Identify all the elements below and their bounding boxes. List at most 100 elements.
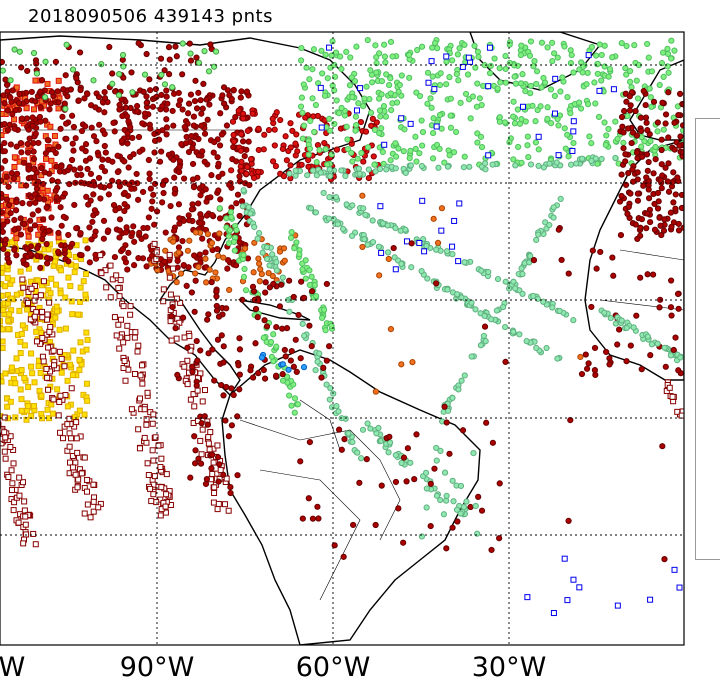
observation-marker (198, 420, 205, 427)
observation-marker (496, 480, 503, 487)
observation-marker (449, 251, 456, 258)
observation-marker (153, 93, 160, 100)
observation-marker (157, 512, 164, 519)
observation-marker (343, 48, 350, 55)
observation-marker (214, 336, 222, 343)
observation-marker (577, 105, 585, 112)
observation-marker (213, 293, 220, 300)
observation-marker (132, 329, 139, 336)
observation-marker (146, 87, 154, 94)
observation-marker (395, 88, 402, 95)
observation-marker (456, 45, 463, 52)
observation-marker (145, 214, 152, 221)
observation-marker (0, 111, 5, 118)
observation-marker (148, 205, 155, 212)
observation-marker (240, 251, 247, 259)
observation-marker (628, 139, 635, 147)
observation-marker (628, 84, 635, 91)
observation-marker (56, 348, 63, 355)
observation-marker (65, 274, 72, 281)
observation-marker (372, 521, 379, 529)
observation-marker (216, 205, 223, 212)
observation-marker (633, 312, 640, 319)
observation-marker (279, 145, 287, 153)
observation-marker (265, 126, 273, 134)
observation-marker (373, 54, 380, 61)
observation-marker (18, 182, 25, 189)
observation-marker (443, 81, 450, 88)
observation-marker (419, 129, 427, 136)
observation-marker (471, 42, 478, 49)
observation-marker (474, 139, 481, 146)
observation-marker (83, 488, 90, 495)
observation-marker (214, 154, 221, 161)
observation-marker (86, 259, 93, 266)
observation-marker (150, 491, 157, 498)
observation-marker (67, 282, 74, 289)
observation-marker (287, 234, 295, 241)
observation-marker (213, 288, 220, 295)
observation-marker (371, 126, 379, 134)
observation-marker (19, 322, 26, 329)
observation-marker (70, 347, 77, 354)
observation-marker (116, 293, 123, 300)
observation-marker (24, 299, 31, 306)
observation-marker (276, 248, 284, 255)
observation-marker (465, 54, 472, 61)
observation-marker (119, 246, 127, 253)
observation-marker (55, 105, 62, 112)
observation-marker (387, 90, 394, 97)
observation-marker (353, 107, 360, 114)
observation-marker (64, 377, 71, 384)
observation-marker (226, 227, 234, 234)
observation-marker (20, 257, 27, 264)
observation-marker (159, 181, 167, 188)
observation-marker (300, 364, 308, 371)
observation-marker (557, 88, 564, 95)
observation-marker (601, 42, 608, 49)
observation-marker (29, 211, 36, 218)
observation-marker (13, 291, 20, 298)
observation-marker (577, 353, 584, 361)
observation-marker (11, 154, 18, 161)
south-america-outline (221, 349, 481, 645)
observation-marker (62, 120, 70, 127)
observation-marker (116, 345, 123, 352)
observation-marker (66, 181, 73, 188)
observation-marker (150, 191, 157, 198)
observation-marker (139, 362, 146, 369)
observation-marker (147, 125, 154, 132)
observation-marker (58, 355, 65, 362)
observation-marker (553, 159, 560, 166)
observation-marker (21, 498, 28, 505)
observation-marker (567, 60, 575, 67)
observation-marker (527, 161, 535, 168)
observation-marker (268, 353, 275, 360)
observation-marker (359, 103, 367, 110)
observation-marker (47, 324, 54, 331)
observation-marker (218, 131, 225, 138)
observation-marker (638, 127, 645, 135)
observation-marker (526, 52, 534, 59)
observation-marker (356, 479, 363, 486)
observation-marker (38, 392, 45, 399)
observation-marker (543, 344, 550, 352)
observation-marker (204, 421, 212, 428)
observation-marker (326, 44, 333, 51)
observation-marker (122, 377, 129, 384)
observation-marker (16, 48, 23, 55)
observation-marker (71, 414, 78, 421)
observation-marker (481, 62, 488, 69)
observation-marker (458, 377, 465, 384)
observation-marker (18, 330, 25, 337)
observation-marker (30, 155, 38, 163)
observation-marker (68, 298, 75, 305)
observation-marker (486, 70, 494, 77)
observation-marker (31, 313, 38, 320)
observation-marker (407, 120, 414, 127)
observation-marker (644, 333, 651, 340)
observation-marker (318, 374, 325, 381)
observation-marker (206, 446, 213, 453)
observation-marker (66, 415, 73, 422)
observation-marker (589, 247, 596, 254)
